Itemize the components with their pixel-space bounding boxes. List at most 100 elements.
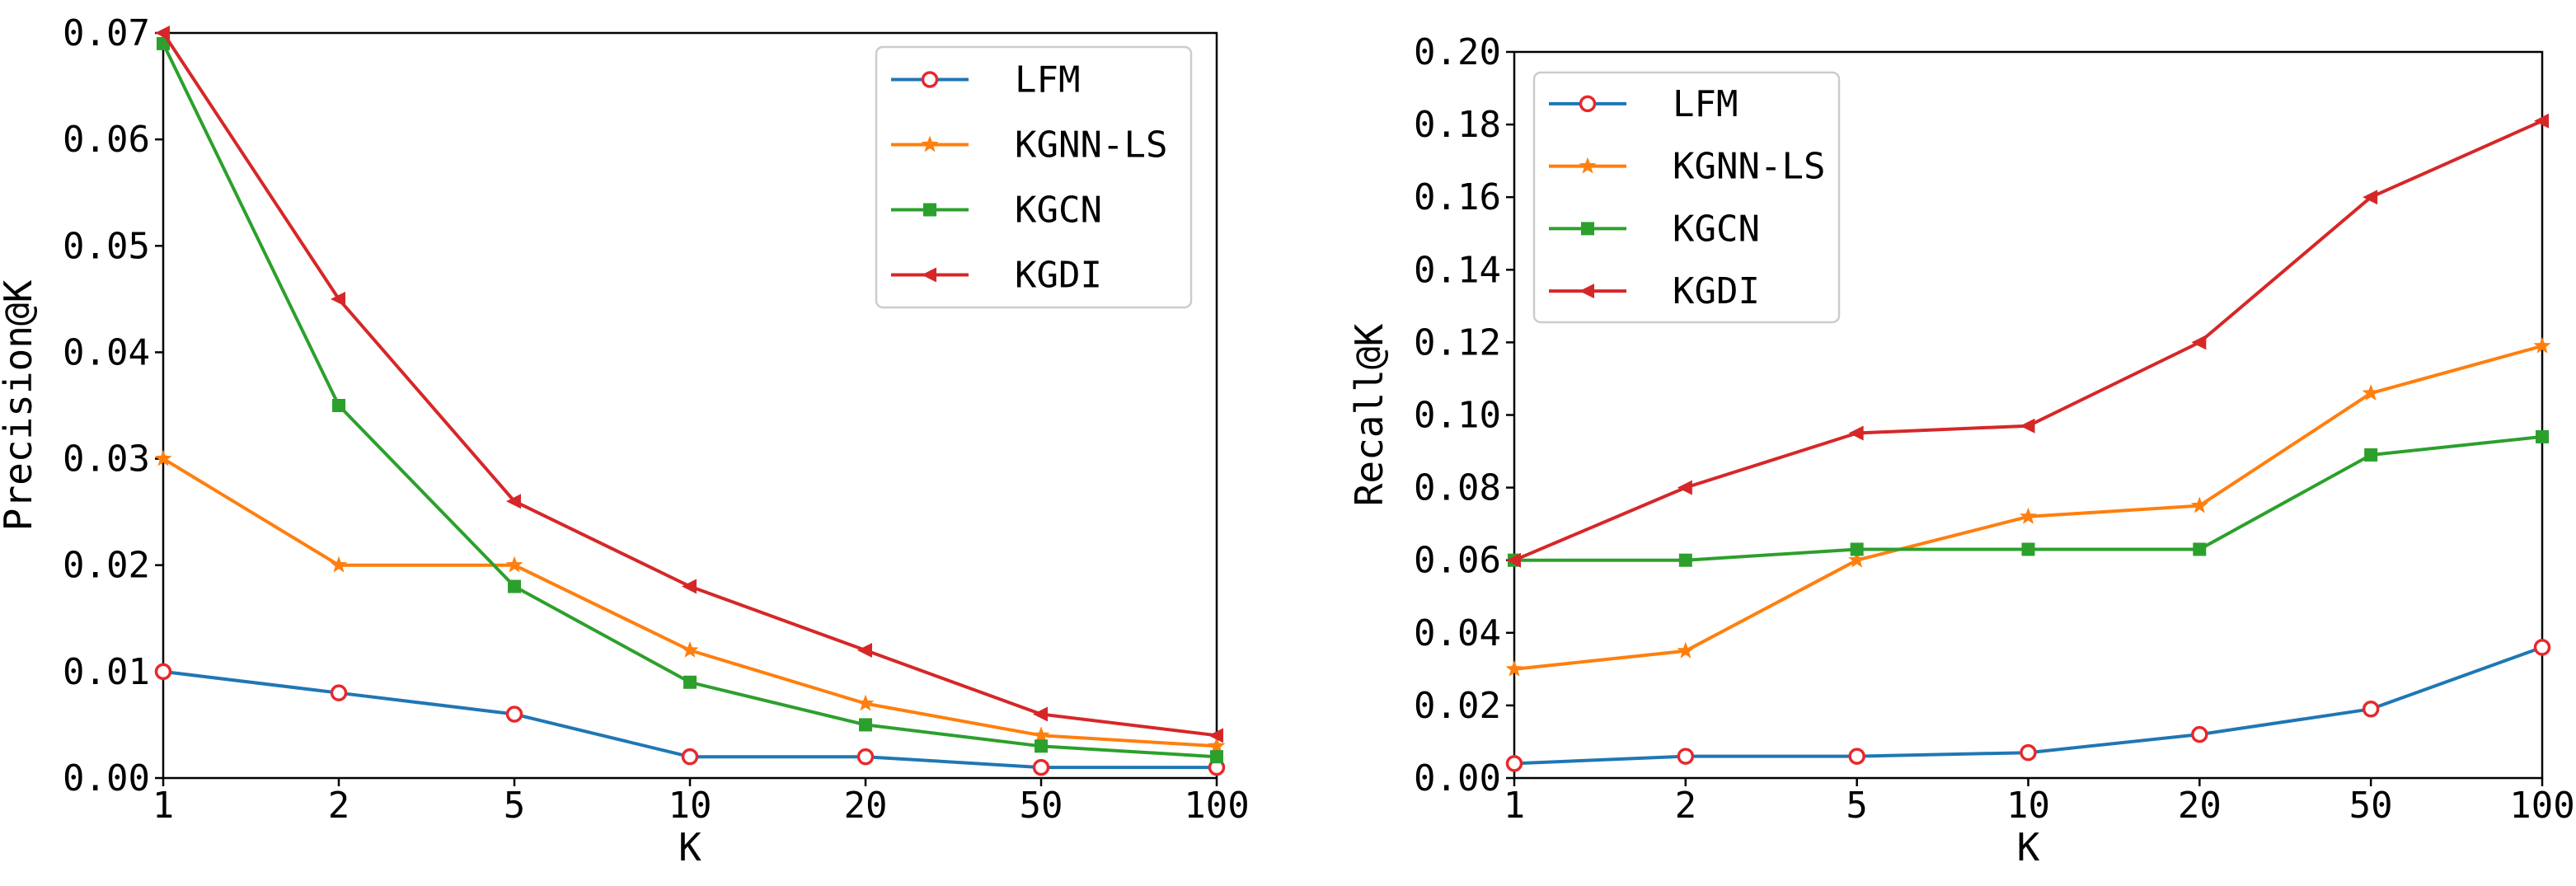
y-tick-label: 0.03 — [63, 438, 150, 481]
series-line-kgnn-ls — [162, 457, 1218, 748]
series-lfm — [1505, 639, 2551, 772]
legend-marker-lfm — [921, 71, 939, 88]
x-axis-label: K — [678, 825, 701, 870]
x-tick-label: 50 — [1020, 785, 1063, 827]
series-kgdi — [1506, 113, 2549, 568]
legend-box — [875, 45, 1193, 309]
y-tick-label: 0.06 — [63, 119, 150, 161]
data-point-kgdi — [682, 579, 697, 594]
data-point-kgnn-ls — [2533, 336, 2551, 354]
x-tick-label: 50 — [2349, 785, 2393, 827]
data-point-kgdi — [1848, 425, 1864, 441]
legend-label-kgdi: KGDI — [1673, 270, 1760, 312]
data-point-kgcn — [2536, 429, 2549, 443]
data-point-kgdi — [155, 26, 170, 40]
x-tick-label: 10 — [2006, 785, 2050, 827]
data-point-kgcn — [2193, 542, 2207, 556]
data-point-kgdi — [1033, 706, 1048, 722]
y-tick-label: 0.02 — [63, 545, 150, 587]
data-point-lfm — [681, 748, 699, 766]
data-point-kgcn — [1850, 542, 1864, 556]
data-point-kgnn-ls — [330, 556, 348, 573]
legend-marker-kgcn — [923, 203, 936, 217]
data-point-kgnn-ls — [856, 694, 875, 711]
data-point-lfm — [2362, 701, 2380, 718]
data-point-kgdi — [857, 643, 872, 659]
series-line-kgcn — [1514, 434, 2543, 562]
data-point-lfm — [2191, 725, 2208, 743]
data-point-kgnn-ls — [2190, 496, 2208, 513]
y-tick-label: 0.02 — [1414, 685, 1501, 727]
data-point-kgdi — [331, 291, 345, 307]
data-point-kgdi — [2020, 418, 2035, 434]
legend-box — [1532, 71, 1841, 324]
x-tick-label: 2 — [328, 785, 350, 827]
data-point-lfm — [1032, 758, 1050, 776]
x-tick-label: 20 — [2178, 785, 2222, 827]
legend-marker-kgcn — [1581, 222, 1594, 236]
legend-label-kgnn-ls: KGNN-LS — [1015, 124, 1167, 166]
data-point-lfm — [330, 684, 348, 701]
data-point-kgdi — [2534, 113, 2549, 129]
y-tick-label: 0.18 — [1414, 104, 1501, 146]
data-point-lfm — [2020, 743, 2037, 762]
data-point-kgcn — [2021, 542, 2035, 556]
x-tick-label: 2 — [1675, 785, 1697, 827]
x-tick-label: 5 — [1846, 785, 1868, 827]
data-point-lfm — [154, 663, 172, 681]
data-point-kgcn — [1210, 750, 1223, 764]
y-tick-label: 0.20 — [1414, 31, 1501, 73]
legend-marker-kgnn-ls — [921, 135, 939, 152]
data-point-kgnn-ls — [1032, 726, 1050, 743]
y-tick-label: 0.04 — [63, 331, 150, 373]
data-point-kgnn-ls — [2362, 384, 2380, 401]
legend-label-lfm: LFM — [1673, 83, 1738, 125]
data-point-kgdi — [1677, 480, 1692, 495]
data-point-kgcn — [859, 718, 872, 732]
x-tick-label: 5 — [504, 785, 526, 827]
data-point-lfm — [856, 748, 875, 766]
data-point-kgdi — [506, 494, 521, 509]
data-point-kgdi — [1506, 552, 1521, 568]
y-tick-label: 0.12 — [1414, 321, 1501, 363]
recall-chart: 1 2 5 10 20 50 100 0.00 0.02 0.04 0.06 0.08 0.10 0.12… — [1347, 31, 2575, 870]
y-tick-label: 0.08 — [1414, 467, 1501, 509]
legend-marker-kgdi — [1579, 284, 1594, 299]
data-point-kgdi — [2191, 335, 2207, 350]
y-tick-label: 0.16 — [1414, 176, 1501, 218]
y-axis-label: Precision@K — [0, 279, 40, 531]
y-tick-label: 0.04 — [1414, 612, 1501, 654]
legend-label-kgdi: KGDI — [1015, 255, 1102, 297]
data-point-kgcn — [683, 675, 697, 689]
data-point-lfm — [1848, 748, 1865, 765]
y-axis-label: Recall@K — [1347, 323, 1391, 506]
x-tick-label: 10 — [669, 785, 712, 827]
legend-marker-kgdi — [922, 267, 936, 283]
data-point-kgnn-ls — [1677, 641, 1695, 659]
legend-label-lfm: LFM — [1015, 59, 1080, 101]
x-tick-label: 20 — [844, 785, 888, 827]
data-point-kgnn-ls — [1848, 551, 1866, 568]
data-point-kgnn-ls — [505, 556, 523, 573]
series-kgdi — [155, 26, 1223, 743]
y-tick-label: 0.10 — [1414, 395, 1501, 437]
x-tick-label: 100 — [1184, 785, 1249, 827]
x-tick-label: 1 — [1504, 785, 1526, 827]
y-tick-label: 0.07 — [63, 12, 150, 54]
data-point-kgdi — [2363, 190, 2378, 205]
legend-label-kgnn-ls: KGNN-LS — [1673, 146, 1825, 188]
x-tick-label: 1 — [152, 785, 175, 827]
y-tick-label: 0.00 — [1414, 757, 1501, 799]
y-tick-label: 0.14 — [1414, 249, 1501, 291]
series-kgnn-ls — [1505, 336, 2551, 677]
y-tick-label: 0.06 — [1414, 540, 1501, 582]
legend-label-kgcn: KGCN — [1673, 208, 1760, 250]
legend: LFM KGNN-LS KGCN KGDI — [1532, 71, 1841, 324]
data-point-kgnn-ls — [1208, 737, 1226, 754]
data-point-lfm — [1505, 755, 1523, 772]
data-point-kgcn — [332, 399, 345, 412]
data-point-kgdi — [1208, 728, 1223, 743]
data-point-kgnn-ls — [2020, 507, 2037, 524]
y-tick-label: 0.05 — [63, 225, 150, 267]
